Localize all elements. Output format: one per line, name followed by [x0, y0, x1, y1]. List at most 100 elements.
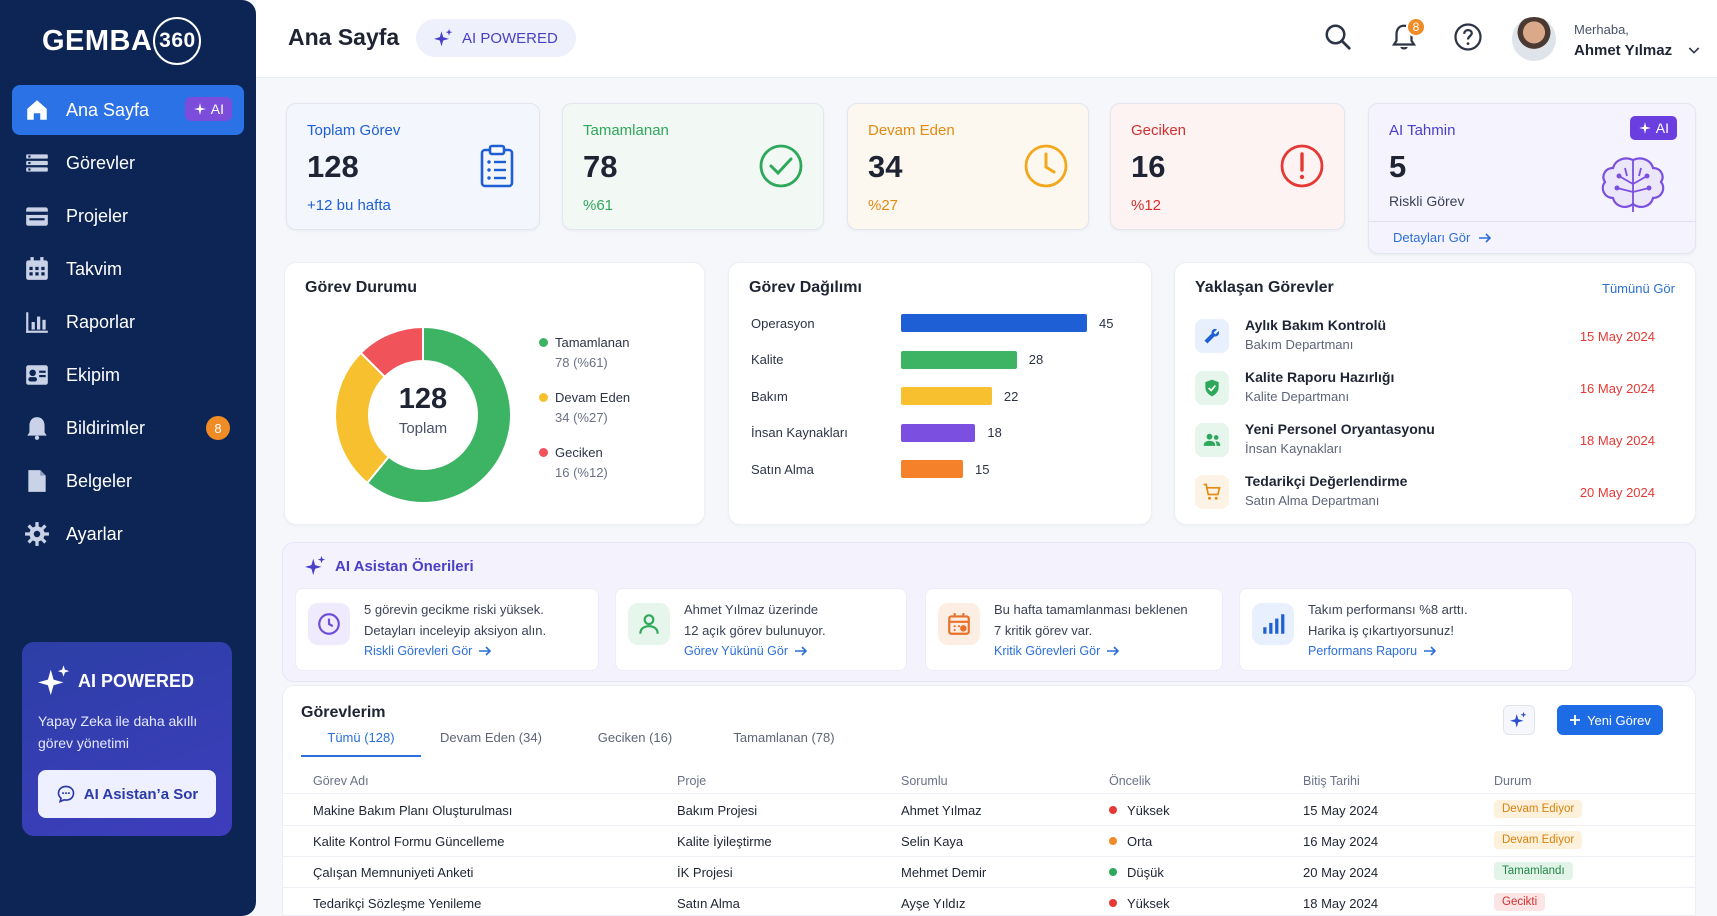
- brain-icon: [1601, 157, 1665, 212]
- stat-card-in-progress[interactable]: Devam Eden 34 %27: [847, 103, 1089, 230]
- suggestion-link[interactable]: Görev Yükünü Gör: [684, 644, 906, 658]
- status-badge: Devam Ediyor: [1494, 831, 1583, 849]
- user-icon: [639, 614, 659, 634]
- suggestion-link[interactable]: Kritik Görevleri Gör: [994, 644, 1222, 658]
- stat-card-total[interactable]: Toplam Görev 128 +12 bu hafta: [286, 103, 540, 230]
- search-icon[interactable]: [1323, 22, 1353, 52]
- arrow-right-icon: [1479, 232, 1492, 243]
- priority-label: Orta: [1127, 834, 1153, 849]
- clock-icon: [318, 613, 340, 635]
- sidebar-item-ayarlar[interactable]: Ayarlar: [12, 509, 244, 559]
- stat-label: AI Tahmin: [1389, 122, 1456, 139]
- status-badge: Gecikti: [1494, 893, 1546, 911]
- task-due-date: 16 May 2024: [1303, 834, 1379, 849]
- tab-completed[interactable]: Tamamlanan (78): [733, 730, 835, 745]
- ai-badge: AI: [1629, 116, 1677, 140]
- upcoming-item[interactable]: Aylık Bakım Kontrolü Bakım Departmanı 15…: [1195, 317, 1655, 363]
- suggestion-card[interactable]: Ahmet Yılmaz üzerinde 12 açık görev bulu…: [615, 588, 907, 671]
- table-row[interactable]: Tedarikçi Sözleşme Yenileme Satın Alma Ayş…: [283, 888, 1697, 916]
- chevron-down-icon[interactable]: [1686, 42, 1702, 58]
- upcoming-item[interactable]: Yeni Personel Oryantasyonu İnsan Kaynakl…: [1195, 421, 1655, 467]
- card-title: Görev Dağılımı: [749, 279, 862, 296]
- suggestion-card[interactable]: 5 görevin gecikme riski yüksek. Detaylar…: [295, 588, 599, 671]
- stat-value: 128: [307, 149, 359, 184]
- user-name[interactable]: Ahmet Yılmaz: [1574, 42, 1673, 59]
- upcoming-tasks-card: Yaklaşan Görevler Tümünü Gör Aylık Bakım…: [1174, 262, 1696, 525]
- see-all-link[interactable]: Tümünü Gör: [1602, 281, 1675, 296]
- notification-count-badge: 8: [206, 416, 230, 440]
- bar-label: Kalite: [751, 352, 784, 367]
- new-task-button[interactable]: Yeni Görev: [1557, 705, 1663, 735]
- sidebar-item-takvim[interactable]: Takvim: [12, 244, 244, 294]
- arrow-right-icon: [795, 646, 808, 656]
- help-icon[interactable]: [1453, 22, 1483, 52]
- donut-slice-tamamlanan[interactable]: [365, 325, 512, 504]
- upcoming-icon-box: [1195, 371, 1229, 405]
- bar[interactable]: [901, 350, 1017, 369]
- table-row[interactable]: Makine Bakım Planı Oluşturulması Bakım Pr…: [283, 795, 1697, 826]
- sidebar-item-raporlar[interactable]: Raporlar: [12, 297, 244, 347]
- stat-card-completed[interactable]: Tamamlanan 78 %61: [562, 103, 824, 230]
- bar-row: İnsan Kaynakları 18: [751, 423, 1002, 443]
- ai-suggestions-header: AI Asistan Önerileri: [305, 555, 474, 577]
- tab-in-progress[interactable]: Devam Eden (34): [440, 730, 542, 745]
- suggestion-card[interactable]: Bu hafta tamamlanması beklenen 7 kritik …: [925, 588, 1223, 671]
- avatar[interactable]: [1512, 17, 1556, 61]
- check-circle-icon: [759, 144, 803, 188]
- sidebar-item-projeler[interactable]: Projeler: [12, 191, 244, 241]
- upcoming-item[interactable]: Kalite Raporu Hazırlığı Kalite Departman…: [1195, 369, 1655, 415]
- priority-label: Düşük: [1127, 865, 1164, 880]
- stat-card-ai-prediction[interactable]: AI Tahmin 5 Riskli Görev AI Detayları Gö…: [1368, 103, 1696, 254]
- stat-value: 5: [1389, 149, 1407, 184]
- gemba-logo[interactable]: GEMBA 360: [42, 16, 202, 66]
- bar[interactable]: [901, 387, 992, 405]
- sidebar-item-bildirimler[interactable]: Bildirimler 8: [12, 403, 244, 453]
- suggestion-link[interactable]: Performans Raporu: [1308, 644, 1572, 658]
- bar[interactable]: [901, 460, 963, 478]
- suggestion-card[interactable]: Takım performansı %8 arttı. Harika iş çı…: [1239, 588, 1573, 671]
- bar[interactable]: [901, 314, 1087, 332]
- task-distribution-card: Görev Dağılımı Operasyon 45 Kalite 28 Bakım 2…: [728, 262, 1152, 525]
- clipboard-icon: [480, 144, 514, 188]
- table-row[interactable]: Kalite Kontrol Formu Güncelleme Kalite İy…: [283, 826, 1697, 857]
- wrench-icon: [1204, 328, 1220, 344]
- legend-item: Devam Eden 34 (%27): [539, 390, 630, 425]
- upcoming-item[interactable]: Tedarikçi Değerlendirme Satın Alma Depar…: [1195, 473, 1655, 519]
- brand-name: GEMBA: [42, 24, 153, 57]
- ai-powered-badge: AI POWERED: [416, 19, 576, 57]
- bar-row: Kalite 28: [751, 350, 1043, 370]
- col-header[interactable]: Öncelik: [1109, 774, 1151, 788]
- alert-icon: [1280, 144, 1324, 188]
- task-project: Kalite İyileştirme: [677, 834, 772, 849]
- bar-row: Satın Alma 15: [751, 459, 989, 479]
- suggestion-link[interactable]: Riskli Görevleri Gör: [364, 644, 598, 658]
- sparkle-icon: [38, 665, 70, 696]
- donut-slice-geciken[interactable]: [359, 325, 424, 379]
- top-bar: Ana Sayfa AI POWERED 8 Merhaba, Ahmet Yı…: [256, 0, 1717, 78]
- ai-promo-desc: Yapay Zeka ile daha akıllı görev yönetim…: [38, 713, 198, 751]
- col-header[interactable]: Durum: [1494, 774, 1532, 788]
- sidebar-item-gorevler[interactable]: Görevler: [12, 138, 244, 188]
- sidebar-item-belgeler[interactable]: Belgeler: [12, 456, 244, 506]
- task-priority: Orta: [1109, 834, 1152, 849]
- tab-all[interactable]: Tümü (128): [301, 730, 421, 757]
- upcoming-icon-box: [1195, 423, 1229, 457]
- ai-assist-button[interactable]: [1503, 705, 1535, 735]
- table-row[interactable]: Çalışan Memnuniyeti Anketi İK Projesi Mehm…: [283, 857, 1697, 888]
- upcoming-dept: İnsan Kaynakları: [1245, 441, 1342, 456]
- col-header[interactable]: Görev Adı: [313, 774, 369, 788]
- col-header[interactable]: Bitiş Tarihi: [1303, 774, 1360, 788]
- stat-sub: Riskli Görev: [1389, 193, 1465, 209]
- sparkle-icon: [1510, 711, 1527, 728]
- col-header[interactable]: Sorumlu: [901, 774, 948, 788]
- priority-dot: [1109, 837, 1117, 845]
- sidebar-item-ekipim[interactable]: Ekipim: [12, 350, 244, 400]
- upcoming-date: 18 May 2024: [1579, 433, 1655, 448]
- sidebar-item-ana-sayfa[interactable]: Ana Sayfa AI: [12, 85, 244, 135]
- details-link[interactable]: Detayları Gör: [1393, 230, 1492, 245]
- stat-card-overdue[interactable]: Geciken 16 %12: [1110, 103, 1345, 230]
- bar[interactable]: [901, 423, 976, 442]
- col-header[interactable]: Proje: [677, 774, 707, 788]
- ask-ai-button[interactable]: AI Asistan’a Sor: [38, 770, 216, 818]
- tab-overdue[interactable]: Geciken (16): [597, 730, 673, 745]
